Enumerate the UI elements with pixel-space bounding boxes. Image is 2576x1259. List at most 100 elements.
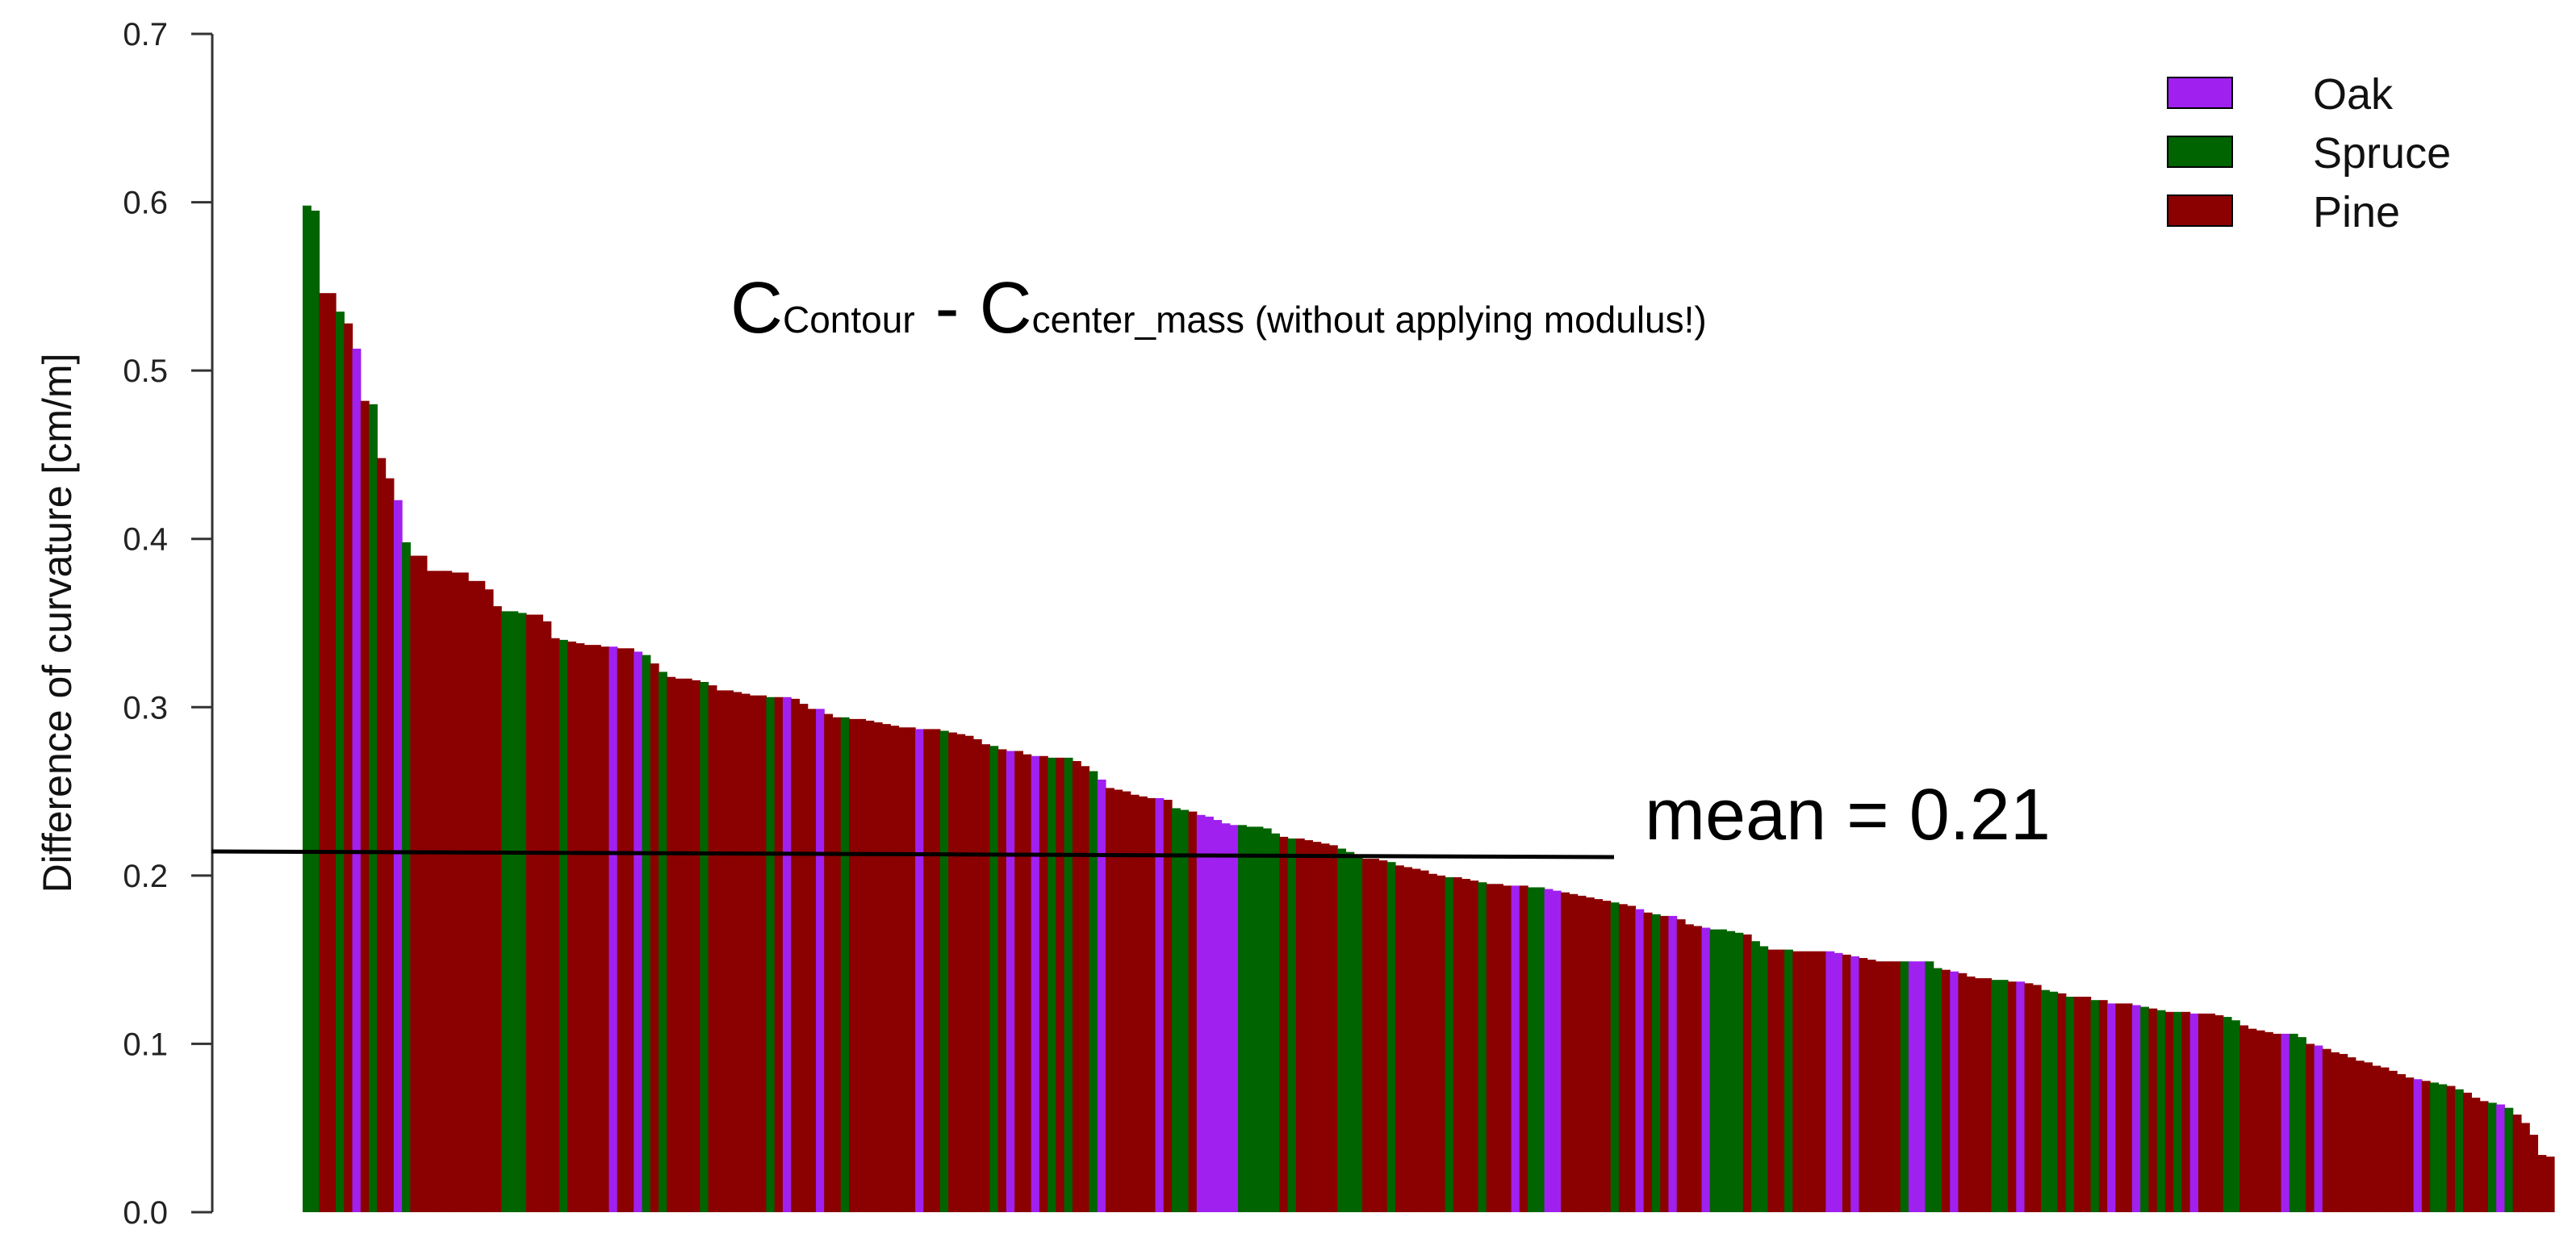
bar	[708, 685, 717, 1212]
bar	[1610, 902, 1620, 1212]
bar	[2421, 1081, 2431, 1212]
y-tick-label: 0.2	[123, 859, 168, 894]
bar	[327, 293, 337, 1213]
bar	[2090, 1000, 2100, 1212]
bar	[1925, 961, 1934, 1212]
bar	[1684, 924, 1694, 1212]
bar	[319, 293, 328, 1213]
bar	[1022, 754, 1032, 1212]
bar	[733, 692, 742, 1212]
bar	[2537, 1155, 2547, 1212]
bar	[1635, 909, 1645, 1212]
bar	[534, 614, 544, 1212]
bar	[1196, 814, 1206, 1212]
bar	[1718, 929, 1727, 1212]
bar	[1188, 811, 1198, 1212]
bar	[2405, 1077, 2415, 1212]
bar	[1420, 870, 1429, 1212]
bar	[1511, 885, 1520, 1212]
bar	[1097, 779, 1106, 1212]
bar	[1486, 884, 1495, 1212]
bar	[410, 555, 420, 1212]
bar	[1693, 926, 1703, 1212]
y-tick-label: 0.7	[123, 17, 168, 52]
legend-swatch	[2167, 77, 2233, 109]
legend-label: Spruce	[2313, 129, 2451, 178]
bar	[906, 727, 916, 1212]
bar	[1552, 890, 1562, 1212]
bar	[1528, 887, 1537, 1212]
bar	[451, 572, 461, 1212]
bar	[1643, 912, 1653, 1212]
bar	[2239, 1025, 2249, 1212]
bar	[2065, 997, 2075, 1212]
bar	[1941, 969, 1951, 1212]
bar	[2331, 1052, 2340, 1212]
bar	[575, 643, 585, 1212]
bar	[939, 730, 949, 1212]
bar	[2322, 1048, 2331, 1212]
bar	[716, 690, 726, 1212]
bar	[1875, 961, 1884, 1212]
bar	[1950, 971, 1959, 1212]
bar	[2156, 1010, 2166, 1212]
bar	[1775, 949, 1785, 1212]
bar	[2024, 983, 2034, 1212]
bar	[873, 722, 883, 1212]
bar	[2164, 1011, 2174, 1212]
bar	[2181, 1011, 2191, 1212]
bar	[972, 738, 982, 1212]
bar	[1800, 951, 1810, 1212]
bar	[1105, 788, 1114, 1212]
bar	[1817, 951, 1826, 1212]
bar	[608, 646, 618, 1212]
legend-label: Pine	[2313, 188, 2400, 236]
bar	[650, 663, 659, 1212]
bar	[981, 744, 990, 1212]
bar	[956, 734, 966, 1212]
bar	[352, 349, 362, 1212]
bar	[2512, 1115, 2522, 1212]
bar	[2016, 981, 2026, 1212]
bar	[1536, 887, 1545, 1212]
bar	[791, 698, 801, 1212]
bar	[915, 729, 924, 1212]
bar	[1462, 879, 1470, 1212]
bar	[2529, 1135, 2539, 1212]
bar	[1784, 949, 1793, 1212]
title-sub-1: Contour	[783, 299, 915, 341]
bar	[1908, 961, 1917, 1212]
y-tick-label: 0.0	[123, 1195, 168, 1231]
bar	[509, 611, 519, 1212]
bar	[2380, 1067, 2390, 1212]
bar	[2463, 1092, 2473, 1212]
bar	[642, 655, 651, 1212]
bar	[501, 611, 511, 1212]
bar	[725, 690, 734, 1212]
bar	[1395, 865, 1404, 1212]
bar	[824, 713, 834, 1212]
bar	[2206, 1013, 2216, 1212]
bar	[1304, 840, 1313, 1212]
bar	[2082, 997, 2092, 1212]
bar	[1569, 893, 1579, 1212]
bar	[1701, 927, 1711, 1212]
bar	[2198, 1013, 2207, 1212]
bar	[1991, 980, 2001, 1212]
bar	[311, 211, 320, 1212]
bar	[1767, 949, 1777, 1212]
bar	[2298, 1037, 2306, 1212]
bar	[542, 621, 552, 1212]
bar	[600, 646, 610, 1212]
title-main-2: C	[980, 268, 1032, 349]
legend: Oak Spruce Pine	[2167, 70, 2451, 236]
bar	[2487, 1102, 2497, 1212]
y-tick-label: 0.4	[123, 522, 168, 558]
bar	[1411, 868, 1421, 1212]
legend-swatch	[2167, 194, 2233, 227]
bar	[2223, 1017, 2232, 1212]
bar	[1262, 828, 1272, 1212]
bar	[1585, 897, 1595, 1212]
bar	[1561, 892, 1570, 1212]
bar	[1478, 882, 1487, 1212]
